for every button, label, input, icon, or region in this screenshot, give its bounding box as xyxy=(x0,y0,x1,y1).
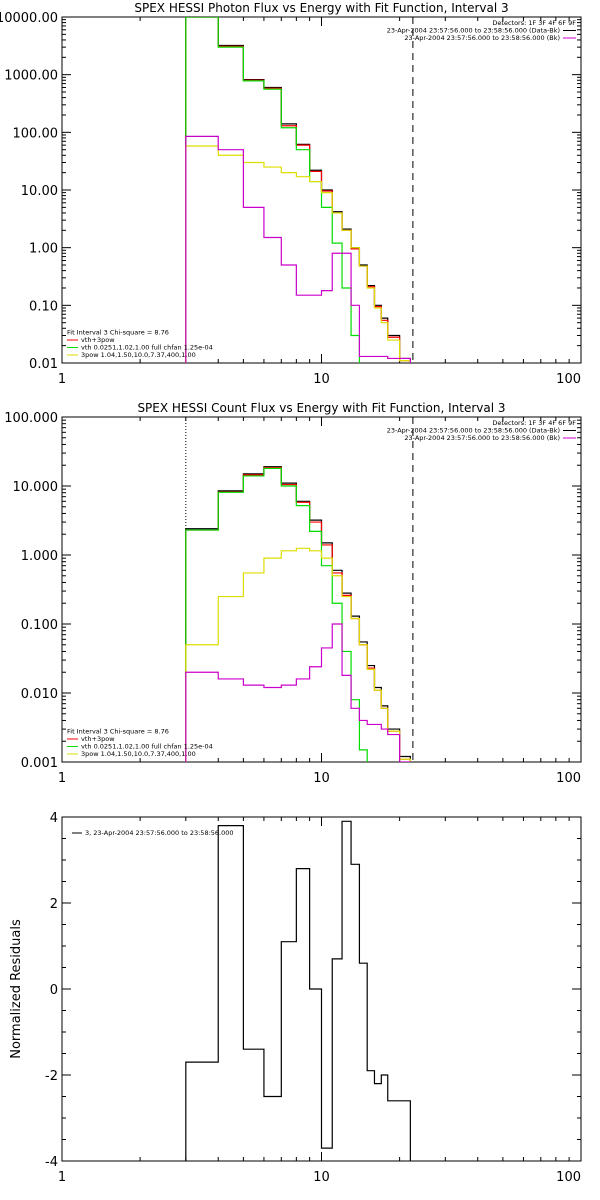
legend-entry: 23-Apr-2004 23:57:56.000 to 23:58:56.000… xyxy=(404,34,560,42)
series-3-23-apr-2004-23-57-56-000-to-23-58-56-000 xyxy=(185,820,411,1161)
legend-entry: 23-Apr-2004 23:57:56.000 to 23:58:56.000… xyxy=(387,427,560,435)
legend-entry: 3pow 1.04,1.50,10.0,7.37,400,1.00 xyxy=(81,351,196,359)
chart-panel-3: 1 10 100 4 2 0 -2 -4 Normalized Residuals 3, 23-A… xyxy=(9,811,582,1185)
x-tick-label: 10 xyxy=(313,372,330,387)
y-tick-label: 2 xyxy=(50,897,58,912)
series-group xyxy=(185,466,411,762)
legend-entry: vth+3pow xyxy=(81,735,115,743)
series-vth xyxy=(185,17,361,363)
y-tick-label: 10.00 xyxy=(21,184,58,199)
legend-entry: 3, 23-Apr-2004 23:57:56.000 to 23:58:56.… xyxy=(85,829,234,837)
series-group xyxy=(185,820,411,1161)
series-bk xyxy=(185,623,411,762)
x-tick-label: 1 xyxy=(58,771,66,786)
x-tick-label: 100 xyxy=(556,1170,581,1185)
series-3pow xyxy=(185,145,411,363)
y-tick-label: 10.000 xyxy=(13,480,59,495)
y-tick-label: 100.000 xyxy=(4,411,58,426)
series-3pow xyxy=(185,547,411,762)
y-tick-label: 1000.00 xyxy=(4,69,58,84)
y-tick-label: 4 xyxy=(50,811,58,826)
chart-title: SPEX HESSI Count Flux vs Energy with Fit… xyxy=(137,401,505,415)
x-axis: 1 10 100 xyxy=(58,417,582,786)
chart-panel-2: SPEX HESSI Count Flux vs Energy with Fit… xyxy=(4,401,582,786)
legend-entry: vth 0.0251,1.02,1.00 full chfan 1.25e-04 xyxy=(81,344,213,352)
y-tick-label: 0.100 xyxy=(21,618,58,633)
y-tick-label: 1.000 xyxy=(21,549,58,564)
legend-entry: vth 0.0251,1.02,1.00 full chfan 1.25e-04 xyxy=(81,743,213,751)
legend-entry: Detectors: 1F 3F 4F 6F 9F xyxy=(492,19,576,27)
y-tick-label: 100.00 xyxy=(13,126,59,141)
x-tick-label: 1 xyxy=(58,372,66,387)
y-tick-label: -4 xyxy=(45,1155,58,1170)
x-axis: 1 10 100 xyxy=(58,17,582,387)
y-axis: 4 2 0 -2 -4 xyxy=(45,811,581,1170)
series-data-bk xyxy=(185,466,411,762)
series-group xyxy=(185,17,411,363)
y-tick-label: -2 xyxy=(45,1069,58,1084)
legend-entry: Detectors: 1F 3F 4F 6F 9F xyxy=(492,419,576,427)
y-axis: 10000.00 1000.00 100.00 10.00 1.00 0.10 0.01 xyxy=(0,11,581,372)
y-tick-label: 0.010 xyxy=(21,687,58,702)
legend-entry: Fit Interval 3 Chi-square = 8.76 xyxy=(67,329,169,337)
x-tick-label: 100 xyxy=(556,771,581,786)
legend-entry: 23-Apr-2004 23:57:56.000 to 23:58:56.000… xyxy=(404,434,560,442)
series-bk xyxy=(185,135,411,363)
series-data-bk xyxy=(185,17,411,363)
y-tick-label: 0.01 xyxy=(29,357,58,372)
legend-bottom: Fit Interval 3 Chi-square = 8.76vth+3pow… xyxy=(67,329,213,359)
x-tick-label: 1 xyxy=(58,1170,66,1185)
series-vth xyxy=(185,467,368,762)
x-axis: 1 10 100 xyxy=(58,817,582,1185)
y-axis-label: Normalized Residuals xyxy=(9,919,24,1059)
y-axis: 100.000 10.000 1.000 0.100 0.010 0.001 xyxy=(4,411,581,771)
legend-entry: vth+3pow xyxy=(81,336,115,344)
y-tick-label: 0 xyxy=(50,983,58,998)
plot-frame xyxy=(61,416,582,763)
legend-entry: Fit Interval 3 Chi-square = 8.76 xyxy=(67,728,169,736)
series-vth-3pow xyxy=(185,17,411,363)
series-vth-3pow xyxy=(185,466,411,762)
chart-panel-1: SPEX HESSI Photon Flux vs Energy with Fi… xyxy=(0,1,582,387)
legend-top: 3, 23-Apr-2004 23:57:56.000 to 23:58:56.… xyxy=(72,829,234,837)
y-tick-label: 0.001 xyxy=(21,756,58,771)
x-tick-label: 10 xyxy=(313,771,330,786)
legend-entry: 23-Apr-2004 23:57:56.000 to 23:58:56.000… xyxy=(387,27,560,35)
x-tick-label: 100 xyxy=(556,372,581,387)
y-tick-label: 1.00 xyxy=(29,242,58,257)
chart-title: SPEX HESSI Photon Flux vs Energy with Fi… xyxy=(134,1,508,15)
y-tick-label: 0.10 xyxy=(29,299,58,314)
legend-bottom: Fit Interval 3 Chi-square = 8.76vth+3pow… xyxy=(67,728,213,758)
legend-entry: 3pow 1.04,1.50,10.0,7.37,400,1.00 xyxy=(81,750,196,758)
y-tick-label: 10000.00 xyxy=(0,11,58,26)
x-tick-label: 10 xyxy=(313,1170,330,1185)
